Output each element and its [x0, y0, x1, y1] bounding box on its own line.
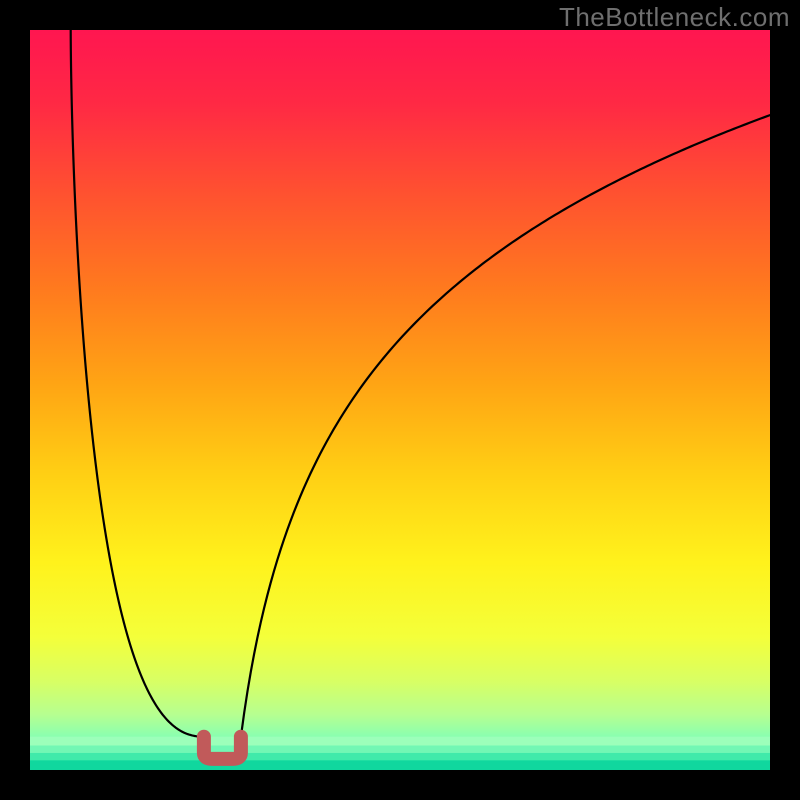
gradient-background	[30, 30, 770, 770]
watermark-text: TheBottleneck.com	[559, 2, 790, 33]
band-stripe	[30, 760, 770, 770]
band-stripe	[30, 753, 770, 760]
bottleneck-chart	[0, 0, 800, 800]
band-stripe	[30, 746, 770, 753]
band-stripe	[30, 737, 770, 746]
stage: TheBottleneck.com	[0, 0, 800, 800]
